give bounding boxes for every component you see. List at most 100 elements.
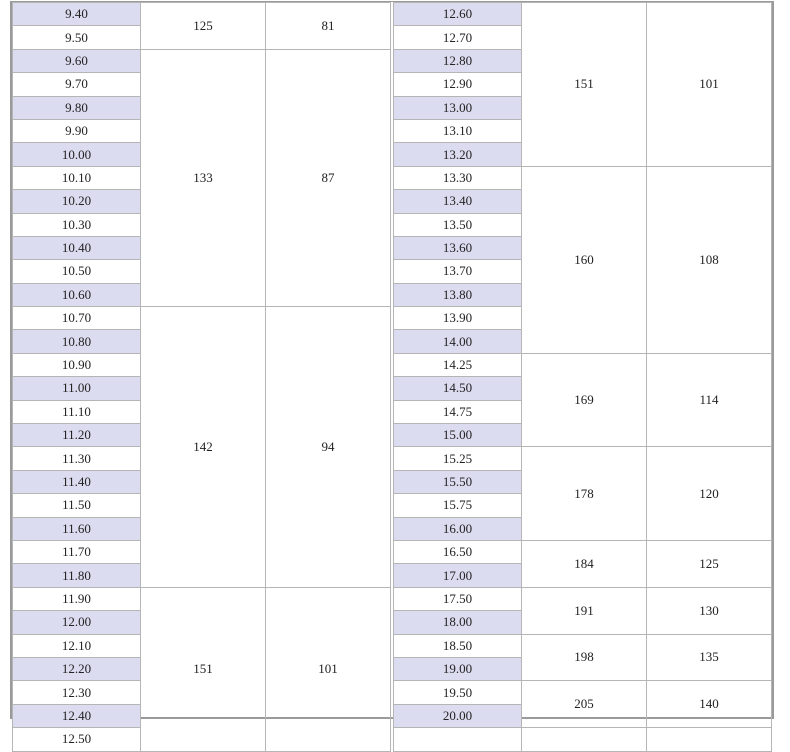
value-cell-a: 178 [521, 446, 647, 541]
size-cell: 13.70 [393, 259, 522, 284]
value-cell-b [646, 727, 772, 752]
value-cell-a: 160 [521, 165, 647, 354]
size-cell: 12.70 [393, 25, 522, 50]
table-row: 11.10 [12, 399, 391, 425]
value-cell-b: 101 [265, 586, 391, 752]
value-cell-a: 142 [140, 306, 266, 588]
size-cell: 13.30 [393, 165, 522, 191]
table-row: 18.00 [393, 610, 772, 635]
size-cell: 14.00 [393, 329, 522, 354]
size-cell: 11.70 [12, 539, 141, 565]
size-cell: 11.80 [12, 563, 141, 588]
table-row: 14.50 [393, 376, 772, 401]
size-cell: 11.10 [12, 399, 141, 425]
table-row: 10.80 [12, 329, 391, 354]
size-cell: 9.60 [12, 48, 141, 74]
size-cell: 10.30 [12, 212, 141, 237]
size-cell: 13.40 [393, 189, 522, 214]
table-row: 9.60 133 87 [12, 48, 391, 308]
table-row: 13.80 [393, 282, 772, 308]
value-cell-a: 151 [140, 586, 266, 752]
table-row: 12.60 151 101 [393, 1, 772, 167]
value-cell-a: 151 [521, 2, 647, 167]
size-cell: 15.25 [393, 446, 522, 471]
table-row: 11.80 [12, 563, 391, 588]
size-cell: 13.10 [393, 118, 522, 144]
table-row: 15.00 [393, 423, 772, 448]
table-row: 11.90 151 101 [12, 586, 391, 752]
value-cell-a: 191 [521, 586, 647, 635]
value-cell-b: 120 [646, 446, 772, 541]
table-row: 10.20 [12, 189, 391, 214]
value-cell-a: 133 [140, 48, 266, 308]
size-cell: 10.70 [12, 306, 141, 331]
size-cell: 11.20 [12, 423, 141, 448]
size-cell: 12.60 [393, 1, 522, 27]
size-cell: 10.10 [12, 165, 141, 191]
size-cell: 11.60 [12, 516, 141, 541]
size-cell: 11.30 [12, 446, 141, 471]
size-cell: 16.50 [393, 539, 522, 565]
size-cell: 10.90 [12, 352, 141, 378]
size-cell: 13.20 [393, 142, 522, 167]
table-row: 12.30 [12, 680, 391, 705]
table-row: 16.00 [393, 516, 772, 541]
table-row: 10.60 [12, 282, 391, 308]
table-row: 14.00 [393, 329, 772, 354]
table-row: 17.50 191 130 [393, 586, 772, 635]
value-cell-a: 125 [140, 2, 266, 50]
size-cell: 15.50 [393, 469, 522, 495]
size-cell: 12.30 [12, 680, 141, 705]
table-row: 15.50 [393, 469, 772, 495]
table-row: 11.50 [12, 493, 391, 518]
size-cell: 12.00 [12, 610, 141, 635]
table-row: 13.30 160 108 [393, 165, 772, 354]
value-cell-b: 108 [646, 165, 772, 354]
size-cell: 13.00 [393, 95, 522, 120]
size-cell: 10.00 [12, 142, 141, 167]
table-row: 13.00 [393, 95, 772, 120]
table-row: 10.90 [12, 352, 391, 378]
table-row: 9.90 [12, 118, 391, 144]
table-row: 15.25 178 120 [393, 446, 772, 541]
table-row: 13.70 [393, 259, 772, 284]
size-cell: 19.00 [393, 656, 522, 682]
size-cell: 9.70 [12, 72, 141, 97]
size-cell: 16.00 [393, 516, 522, 541]
table-row: 19.00 [393, 656, 772, 682]
table-row: 10.50 [12, 259, 391, 284]
table-row: 11.70 [12, 539, 391, 565]
size-cell: 10.60 [12, 282, 141, 308]
size-cell: 12.50 [12, 727, 141, 752]
size-cell: 15.00 [393, 423, 522, 448]
table-row: 12.10 [12, 633, 391, 658]
table-row [393, 727, 772, 752]
size-cell: 12.20 [12, 656, 141, 682]
size-cell: 12.40 [12, 703, 141, 729]
size-cell: 9.40 [12, 1, 141, 27]
size-cell: 13.90 [393, 306, 522, 331]
size-cell: 19.50 [393, 680, 522, 705]
size-cell: 17.50 [393, 586, 522, 612]
table-row: 12.40 [12, 703, 391, 729]
size-cell: 9.50 [12, 25, 141, 50]
table-row: 10.00 [12, 142, 391, 167]
value-cell-b: 94 [265, 306, 391, 588]
size-cell: 18.50 [393, 633, 522, 658]
table-row: 12.80 [393, 48, 772, 74]
size-table-right: 12.60 151 101 12.70 12.80 12.90 13.00 13.10 13.2… [393, 1, 772, 752]
size-table-container: 9.40 125 81 9.50 9.60 133 87 9.70 9.80 9.90 10.00 1… [10, 1, 774, 752]
size-cell: 13.50 [393, 212, 522, 237]
value-cell-a: 205 [521, 680, 647, 729]
table-row: 14.75 [393, 399, 772, 425]
table-row: 13.60 [393, 235, 772, 261]
size-cell: 9.90 [12, 118, 141, 144]
value-cell-b: 130 [646, 586, 772, 635]
size-cell: 14.50 [393, 376, 522, 401]
table-row: 17.00 [393, 563, 772, 588]
value-cell-b: 125 [646, 539, 772, 588]
table-row: 10.70 142 94 [12, 306, 391, 588]
table-row: 11.40 [12, 469, 391, 495]
value-cell-b: 140 [646, 680, 772, 729]
table-row: 11.30 [12, 446, 391, 471]
